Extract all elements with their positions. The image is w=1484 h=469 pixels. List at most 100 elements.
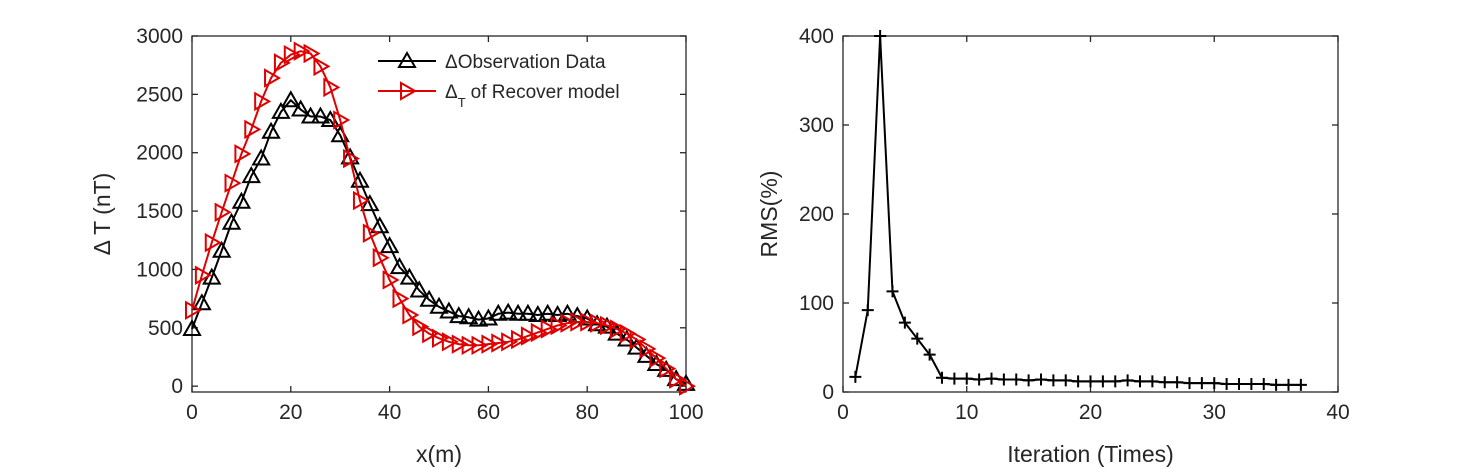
x-tick-label: 100 bbox=[668, 401, 703, 424]
data-point bbox=[194, 265, 212, 286]
y-axis-label: Δ T (nT) bbox=[89, 173, 115, 256]
data-point bbox=[679, 376, 697, 396]
x-axis-label: x(m) bbox=[416, 441, 462, 467]
data-point bbox=[254, 91, 272, 112]
data-point bbox=[402, 305, 420, 325]
data-point bbox=[273, 53, 291, 73]
data-point bbox=[313, 56, 331, 77]
y-tick-label: 500 bbox=[148, 317, 183, 340]
data-point bbox=[886, 285, 899, 298]
data-point bbox=[1158, 376, 1171, 389]
data-point bbox=[570, 312, 588, 332]
data-point bbox=[923, 348, 936, 361]
data-point bbox=[580, 312, 598, 332]
data-point bbox=[389, 257, 410, 275]
data-point bbox=[1084, 375, 1097, 388]
data-point bbox=[1270, 378, 1283, 391]
data-point bbox=[293, 41, 311, 61]
data-point bbox=[520, 326, 538, 346]
data-point bbox=[461, 335, 479, 356]
y-tick-label: 0 bbox=[171, 375, 183, 398]
x-tick-label: 80 bbox=[576, 401, 599, 424]
data-point bbox=[911, 332, 924, 345]
data-point bbox=[352, 190, 370, 211]
data-point bbox=[619, 323, 637, 344]
y-tick-label: 1000 bbox=[136, 258, 183, 281]
x-tick-label: 20 bbox=[279, 401, 302, 424]
x-tick-label: 20 bbox=[1079, 401, 1102, 424]
data-point bbox=[429, 296, 449, 314]
legend-marker bbox=[400, 81, 418, 101]
legend-label: ΔT of Recover model bbox=[445, 82, 620, 110]
data-point bbox=[439, 301, 459, 319]
data-point bbox=[290, 99, 311, 117]
data-point bbox=[1282, 378, 1295, 391]
data-point bbox=[609, 319, 627, 339]
data-point bbox=[419, 289, 439, 307]
data-point bbox=[379, 236, 400, 254]
data-point bbox=[271, 101, 291, 119]
data-point bbox=[488, 303, 509, 321]
y-axis-label: RMS(%) bbox=[756, 171, 782, 258]
data-point bbox=[185, 300, 203, 321]
data-point bbox=[656, 359, 676, 377]
y-tick-label: 1500 bbox=[136, 200, 183, 223]
data-point bbox=[281, 90, 301, 108]
x-tick-label: 40 bbox=[1326, 401, 1349, 424]
legend: ΔObservation Data ΔT of Recover model bbox=[378, 50, 620, 110]
data-point bbox=[343, 148, 361, 169]
data-point bbox=[537, 303, 558, 321]
chart-left: 0 20 40 60 80 100050010001500200025003000x(m)… bbox=[89, 25, 704, 467]
data-point bbox=[372, 248, 390, 268]
data-point bbox=[590, 313, 608, 333]
data-point bbox=[409, 280, 429, 298]
legend-text: Observation Data bbox=[458, 52, 606, 73]
data-point bbox=[1059, 374, 1072, 387]
legend-label: ΔObservation Data bbox=[445, 52, 606, 73]
data-point bbox=[599, 315, 617, 336]
data-point bbox=[360, 194, 380, 212]
data-point bbox=[511, 329, 529, 350]
data-point bbox=[412, 316, 430, 337]
data-point bbox=[399, 267, 420, 285]
data-point bbox=[432, 328, 450, 349]
data-point bbox=[649, 348, 667, 368]
data-point bbox=[221, 212, 242, 230]
data-point bbox=[300, 106, 321, 124]
data-point bbox=[369, 216, 390, 234]
data-point bbox=[1257, 377, 1270, 390]
data-point bbox=[204, 232, 222, 253]
y-tick-label: 2000 bbox=[136, 142, 183, 165]
data-point bbox=[1047, 374, 1060, 387]
data-point bbox=[498, 302, 518, 320]
data-point bbox=[861, 304, 874, 317]
data-point bbox=[659, 358, 677, 379]
data-point bbox=[1109, 375, 1122, 388]
data-point bbox=[557, 303, 578, 321]
data-point bbox=[518, 303, 538, 321]
x-tick-label: 0 bbox=[186, 401, 198, 424]
data-point bbox=[241, 166, 262, 184]
data-point bbox=[323, 77, 341, 98]
data-point bbox=[451, 334, 469, 354]
data-point bbox=[639, 339, 657, 359]
legend-text: of Recover model bbox=[471, 82, 620, 103]
y-tick-label: 0 bbox=[822, 381, 834, 404]
data-point bbox=[1035, 373, 1047, 386]
data-point bbox=[261, 121, 281, 139]
data-point bbox=[1022, 374, 1035, 387]
data-point bbox=[997, 373, 1010, 386]
data-point bbox=[422, 323, 440, 344]
data-point bbox=[948, 372, 961, 385]
data-point bbox=[550, 315, 568, 336]
data-point bbox=[441, 332, 459, 352]
y-tick-label: 300 bbox=[799, 114, 834, 137]
data-point bbox=[1233, 377, 1245, 390]
data-point bbox=[491, 333, 509, 353]
data-point bbox=[1121, 374, 1134, 387]
data-point bbox=[182, 318, 202, 336]
data-point bbox=[1245, 377, 1258, 390]
y-tick-label: 100 bbox=[799, 292, 834, 315]
data-point bbox=[849, 370, 862, 383]
